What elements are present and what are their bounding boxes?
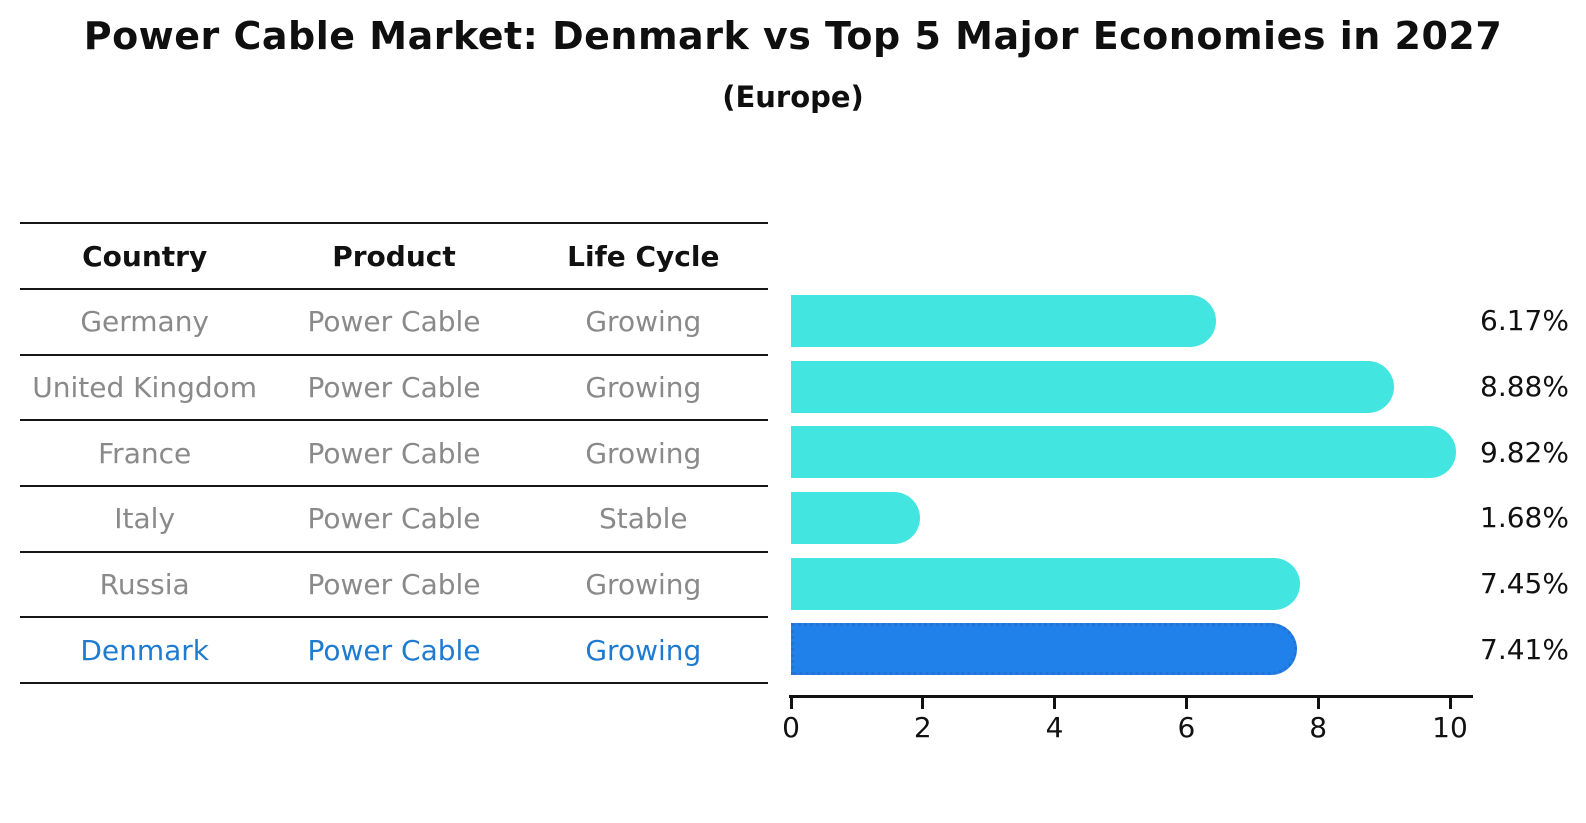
country-cell: Denmark — [80, 633, 210, 667]
bar-row-russia — [791, 551, 1491, 617]
life-cycle-cell: Growing — [585, 568, 702, 602]
column-header-product: Product — [332, 239, 456, 273]
x-axis-line — [789, 695, 1473, 698]
bar-row-italy — [791, 485, 1491, 551]
tick-label: 10 — [1432, 711, 1468, 744]
life-cycle-cell: Growing — [585, 633, 702, 667]
tick-label: 6 — [1177, 711, 1196, 744]
value-label-united-kingdom: 8.88% — [1480, 370, 1569, 404]
life-cycle-cell: Stable — [598, 502, 688, 536]
product-cell: Power Cable — [307, 502, 481, 536]
table-row-italy: Italy Power Cable Stable — [20, 487, 768, 553]
table-row-united-kingdom: United Kingdom Power Cable Growing — [20, 356, 768, 422]
bar-united-kingdom — [791, 360, 1395, 413]
country-cell: Italy — [114, 502, 176, 536]
tick-label: 0 — [782, 711, 800, 744]
bar-denmark — [791, 623, 1298, 676]
tick-mark — [1448, 698, 1452, 709]
country-cell: United Kingdom — [32, 371, 258, 405]
value-label-france: 9.82% — [1480, 435, 1569, 469]
country-cell: Russia — [99, 568, 190, 602]
table-row-france: France Power Cable Growing — [20, 421, 768, 488]
value-label-russia: 7.45% — [1480, 567, 1569, 601]
life-cycle-cell: Growing — [585, 371, 702, 405]
bar-row-denmark — [791, 616, 1491, 682]
product-cell: Power Cable — [307, 436, 481, 470]
column-header-country: Country — [82, 239, 208, 273]
table-row-germany: Germany Power Cable Growing — [20, 290, 768, 356]
value-label-denmark: 7.41% — [1480, 632, 1569, 666]
product-cell: Power Cable — [307, 371, 481, 405]
product-cell: Power Cable — [307, 305, 481, 339]
table-header-row: Country Product Life Cycle — [20, 222, 768, 290]
value-label-italy: 1.68% — [1480, 501, 1569, 535]
bar-chart — [791, 288, 1491, 682]
tick-label: 8 — [1309, 711, 1328, 744]
tick-label: 4 — [1045, 711, 1064, 744]
bar-row-germany — [791, 288, 1491, 354]
product-cell: Power Cable — [307, 568, 481, 602]
bar-italy — [791, 491, 920, 544]
bar-row-united-kingdom — [791, 354, 1491, 420]
country-cell: Germany — [80, 305, 210, 339]
table-row-russia: Russia Power Cable Growing — [20, 553, 768, 619]
chart-subtitle: (Europe) — [722, 80, 864, 114]
value-label-germany: 6.17% — [1480, 304, 1569, 338]
bar-france — [791, 426, 1457, 479]
bar-russia — [791, 557, 1300, 610]
tick-mark — [1053, 698, 1057, 709]
life-cycle-cell: Growing — [585, 436, 702, 470]
x-axis: 0 2 4 6 8 10 — [782, 695, 1475, 755]
bar-row-france — [791, 419, 1491, 485]
country-cell: France — [98, 436, 192, 470]
product-cell: Power Cable — [307, 633, 481, 667]
value-label-column: 6.17% 8.88% 9.82% 1.68% 7.45% 7.41% — [1480, 288, 1569, 682]
tick-mark — [1316, 698, 1320, 709]
country-table: Country Product Life Cycle Germany Power… — [20, 222, 768, 685]
tick-mark — [921, 698, 925, 709]
chart-title: Power Cable Market: Denmark vs Top 5 Maj… — [83, 14, 1503, 58]
tick-mark — [789, 698, 793, 709]
column-header-life-cycle: Life Cycle — [567, 239, 720, 273]
bar-germany — [791, 294, 1216, 347]
tick-mark — [1184, 698, 1188, 709]
tick-label: 2 — [913, 711, 932, 744]
table-row-denmark: Denmark Power Cable Growing — [20, 618, 768, 685]
life-cycle-cell: Growing — [585, 305, 702, 339]
